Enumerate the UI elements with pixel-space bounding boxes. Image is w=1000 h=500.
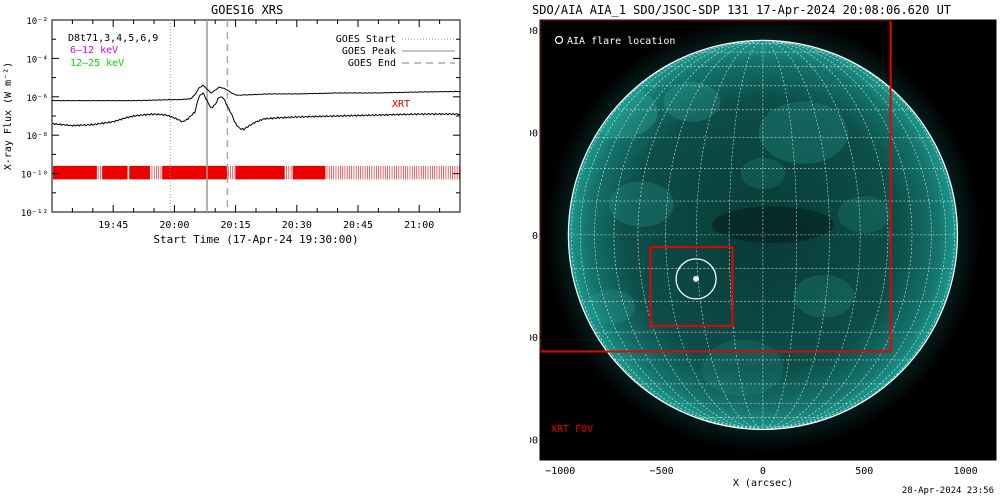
band-label-6-12: 6–12 keV xyxy=(70,45,118,56)
det-label: D8t71,3,4,5,6,9 xyxy=(68,33,158,44)
goes-x-tick-label: 20:30 xyxy=(282,220,312,231)
active-region-patch xyxy=(586,289,636,324)
aia-y-tick-label: −500 xyxy=(530,333,538,344)
aia-legend-text: AIA flare location xyxy=(567,36,675,47)
goes-series-lines xyxy=(51,84,461,131)
heliographic-grid xyxy=(568,40,958,430)
longitude-line xyxy=(570,40,763,430)
aia-x-tick-label: 1000 xyxy=(954,466,978,477)
goes-x-tick-label: 21:00 xyxy=(404,220,434,231)
xrt-observation-block xyxy=(235,165,285,180)
goes-x-tick-label: 19:45 xyxy=(98,220,128,231)
aia-y-tick-label: 500 xyxy=(530,129,538,140)
xrt-observation-ticks xyxy=(52,165,460,180)
aia-y-tick-label: 1000 xyxy=(530,26,538,37)
solar-limb xyxy=(567,39,959,431)
aia-xlabel: X (arcsec) xyxy=(733,478,793,489)
active-region-patch xyxy=(758,101,849,164)
xrt-observation-block xyxy=(102,165,128,180)
aia-y-ticks: 1000 500 0 −500 −1000 xyxy=(530,26,548,447)
goes-long-channel-line xyxy=(51,84,461,102)
goes-y-ticks: 10⁻² 10⁻⁴ 10⁻⁶ 10⁻⁸ 10⁻¹⁰ 10⁻¹² xyxy=(21,17,460,219)
aia-x-ticks: −1000 −500 0 500 1000 xyxy=(539,452,987,477)
aia-x-tick-label: −1000 xyxy=(545,466,575,477)
goes-y-tick-label: 10⁻¹² xyxy=(21,209,48,219)
flare-bright-core xyxy=(693,275,700,282)
xrt-observation-block xyxy=(53,165,97,180)
aia-panel-title: SDO/AIA AIA_1 SDO/JSOC-SDP 131 17-Apr-20… xyxy=(532,3,952,17)
goes-x-ticks: 19:45 20:00 20:15 20:30 20:45 21:00 xyxy=(71,20,441,231)
goes-y-tick-label: 10⁻⁴ xyxy=(26,55,48,65)
coronal-hole xyxy=(712,206,834,243)
goes-panel-title: GOES16 XRS xyxy=(211,3,284,17)
aia-y-tick-label: −1000 xyxy=(530,436,538,447)
active-region-patch xyxy=(608,181,674,227)
aia-x-tick-label: −500 xyxy=(650,466,674,477)
longitude-line xyxy=(762,40,861,430)
longitude-line xyxy=(762,40,889,430)
longitude-line xyxy=(762,40,797,430)
legend-goes-end: GOES End xyxy=(348,58,396,69)
active-region-patch xyxy=(740,157,786,190)
aia-y-tick-label: 0 xyxy=(532,231,538,242)
longitude-line xyxy=(762,40,947,430)
longitude-line xyxy=(762,40,913,430)
longitude-line xyxy=(637,40,763,430)
xrt-observation-block xyxy=(129,165,150,180)
xrt-fov-label: XRT FOV xyxy=(551,424,593,435)
longitude-line xyxy=(665,40,763,430)
band-label-12-25: 12–25 keV xyxy=(70,58,124,69)
active-region-patch xyxy=(793,274,855,318)
legend-goes-peak: GOES Peak xyxy=(342,46,396,57)
legend-goes-start: GOES Start xyxy=(336,34,396,45)
longitude-line xyxy=(728,40,763,430)
longitude-line xyxy=(579,40,763,430)
aia-x-tick-label: 0 xyxy=(760,466,766,477)
goes-xlabel: Start Time (17-Apr-24 19:30:00) xyxy=(153,233,358,246)
goes-y-tick-label: 10⁻¹⁰ xyxy=(21,171,48,181)
goes-short-channel-line xyxy=(51,92,461,131)
active-region-patch xyxy=(837,195,891,233)
goes-ylabel: X-ray Flux (W m⁻²) xyxy=(3,62,14,170)
longitude-line xyxy=(594,40,763,430)
aia-flare-location-marker xyxy=(675,258,717,300)
goes-event-markers xyxy=(169,20,229,212)
longitude-line xyxy=(762,40,955,430)
goes-xrs-chart: 10⁻² 10⁻⁴ 10⁻⁶ 10⁻⁸ 10⁻¹⁰ 10⁻¹² 19:45 20:00 20:… xyxy=(3,17,461,246)
longitude-line xyxy=(762,40,830,430)
aia-image-chart: AIA flare location XRT FOV −1000 −500 0 500… xyxy=(530,19,997,489)
longitude-line xyxy=(696,40,763,430)
legend-circle-icon xyxy=(554,35,564,45)
goes-y-tick-label: 10⁻⁶ xyxy=(26,94,48,104)
longitude-line xyxy=(613,40,763,430)
goes-y-tick-label: 10⁻⁸ xyxy=(26,132,48,142)
solar-active-regions xyxy=(584,81,891,397)
flare-region-box xyxy=(649,246,734,327)
aia-x-tick-label: 500 xyxy=(855,466,873,477)
longitude-line xyxy=(762,40,932,430)
xrt-fov-box xyxy=(540,20,892,353)
footer-timestamp: 28-Apr-2024 23:56 xyxy=(901,486,994,496)
goes-x-tick-label: 20:00 xyxy=(159,220,189,231)
goes-y-tick-label: 10⁻² xyxy=(26,17,48,27)
active-region-patch xyxy=(702,339,784,397)
aia-plot-frame xyxy=(539,19,997,461)
goes-x-tick-label: 20:45 xyxy=(343,220,373,231)
xrt-label: XRT xyxy=(392,99,410,110)
goes-x-tick-label: 20:15 xyxy=(221,220,251,231)
